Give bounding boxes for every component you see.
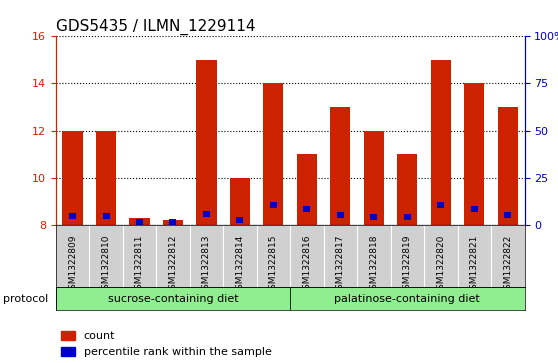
Bar [498, 107, 518, 225]
Text: GSM1322811: GSM1322811 [135, 234, 144, 295]
Bar [96, 131, 116, 225]
Text: GSM1322814: GSM1322814 [235, 234, 244, 295]
Text: GSM1322819: GSM1322819 [403, 234, 412, 295]
Bar [330, 107, 350, 225]
Bar [504, 212, 511, 218]
Bar [69, 213, 76, 219]
Bar [163, 220, 183, 225]
Text: GSM1322820: GSM1322820 [436, 234, 445, 295]
Bar [170, 219, 176, 225]
Bar [237, 217, 243, 223]
Bar [371, 213, 377, 220]
Bar [437, 202, 444, 208]
Text: GSM1322816: GSM1322816 [302, 234, 311, 295]
Text: protocol: protocol [3, 294, 48, 305]
Bar [431, 60, 451, 225]
Bar [337, 212, 344, 218]
Bar [270, 202, 277, 208]
Text: GSM1322815: GSM1322815 [269, 234, 278, 295]
FancyBboxPatch shape [56, 287, 290, 310]
Bar [364, 131, 384, 225]
Bar [404, 213, 411, 220]
Text: GSM1322821: GSM1322821 [470, 234, 479, 295]
Bar [129, 218, 150, 225]
Text: GSM1322809: GSM1322809 [68, 234, 77, 295]
Text: sucrose-containing diet: sucrose-containing diet [108, 294, 238, 303]
Bar [196, 60, 217, 225]
Bar [304, 206, 310, 212]
Bar [471, 206, 478, 212]
Bar [103, 213, 109, 219]
Text: GSM1322813: GSM1322813 [202, 234, 211, 295]
Bar [263, 83, 283, 225]
Bar [136, 219, 143, 225]
Bar [203, 211, 210, 217]
Text: GSM1322822: GSM1322822 [503, 234, 512, 294]
Bar [464, 83, 484, 225]
Text: GDS5435 / ILMN_1229114: GDS5435 / ILMN_1229114 [56, 19, 256, 35]
Bar [297, 154, 317, 225]
Text: GSM1322812: GSM1322812 [169, 234, 177, 295]
Bar [230, 178, 250, 225]
Text: GSM1322810: GSM1322810 [102, 234, 110, 295]
Legend: count, percentile rank within the sample: count, percentile rank within the sample [61, 331, 271, 358]
FancyBboxPatch shape [290, 287, 525, 310]
Bar [62, 131, 83, 225]
Bar [397, 154, 417, 225]
Text: GSM1322818: GSM1322818 [369, 234, 378, 295]
Text: palatinose-containing diet: palatinose-containing diet [334, 294, 480, 303]
Text: GSM1322817: GSM1322817 [336, 234, 345, 295]
